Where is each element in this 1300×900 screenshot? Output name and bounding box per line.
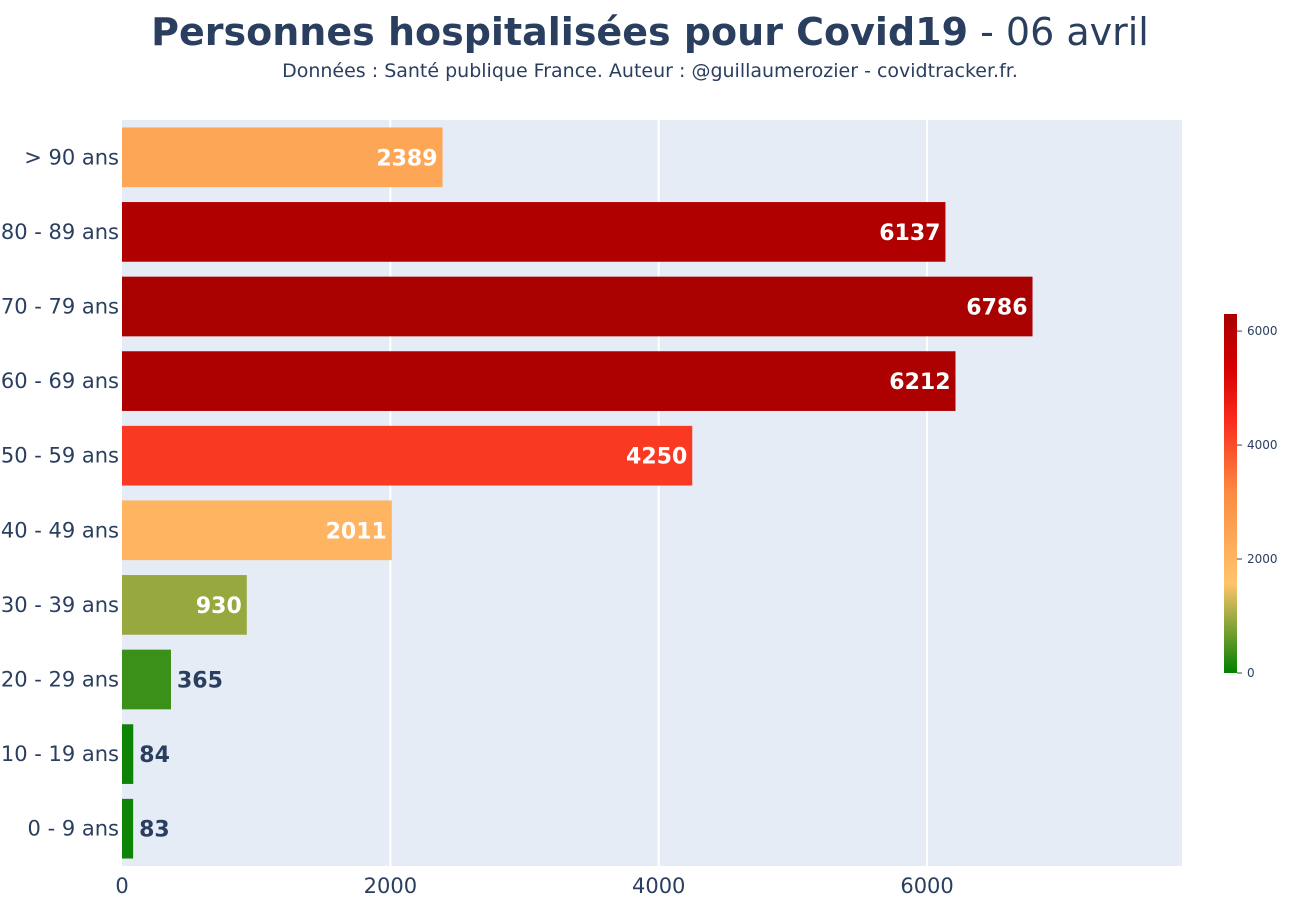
bar-value-label: 2011 [326,519,387,544]
y-tick-label: 60 - 69 ans [1,369,119,393]
bar[interactable] [122,127,443,188]
bar[interactable] [122,798,134,859]
colorbar [1224,314,1237,673]
bar-value-label: 84 [139,743,170,768]
x-tick-label: 4000 [632,874,685,898]
bar-value-label: 4250 [626,445,687,470]
bar[interactable] [122,276,1033,337]
bar[interactable] [122,575,247,635]
bar-value-label: 365 [177,669,223,694]
colorbar-tick-label: 4000 [1247,438,1278,452]
chart-subtitle: Données : Santé publique France. Auteur … [282,60,1018,82]
bar[interactable] [122,649,171,710]
bar-value-label: 6212 [889,370,950,395]
y-tick-label: 20 - 29 ans [1,668,119,692]
chart-title-date: 06 avril [1005,10,1149,54]
y-tick-label: > 90 ans [24,145,119,169]
bar[interactable] [122,351,956,411]
y-tick-label: 0 - 9 ans [28,817,119,841]
bar-value-label: 930 [196,594,242,619]
bar-value-label: 6137 [879,221,940,246]
bar[interactable] [122,500,392,561]
bar[interactable] [122,724,134,784]
colorbar-tick-label: 2000 [1247,552,1278,566]
y-tick-label: 50 - 59 ans [1,444,119,468]
chart-title: Personnes hospitalisées pour Covid19 - 0… [0,8,1300,56]
bar-value-label: 2389 [376,146,437,171]
x-tick-label: 2000 [364,874,417,898]
y-tick-label: 80 - 89 ans [1,220,119,244]
x-tick-label: 6000 [900,874,953,898]
bar[interactable] [122,425,693,486]
bar[interactable] [122,202,946,262]
chart-header: Personnes hospitalisées pour Covid19 - 0… [0,8,1300,84]
x-tick-label: 0 [115,874,128,898]
y-tick-label: 40 - 49 ans [1,518,119,542]
colorbar-tick-label: 6000 [1247,324,1278,338]
bar-value-label: 83 [139,818,170,843]
y-tick-label: 70 - 79 ans [1,295,119,319]
chart-title-main: Personnes hospitalisées pour Covid19 [151,10,969,54]
bar-value-label: 6786 [966,296,1027,321]
y-tick-label: 10 - 19 ans [1,742,119,766]
colorbar-tick-label: 0 [1247,666,1255,680]
chart-title-separator: - [968,10,1006,54]
y-tick-label: 30 - 39 ans [1,593,119,617]
